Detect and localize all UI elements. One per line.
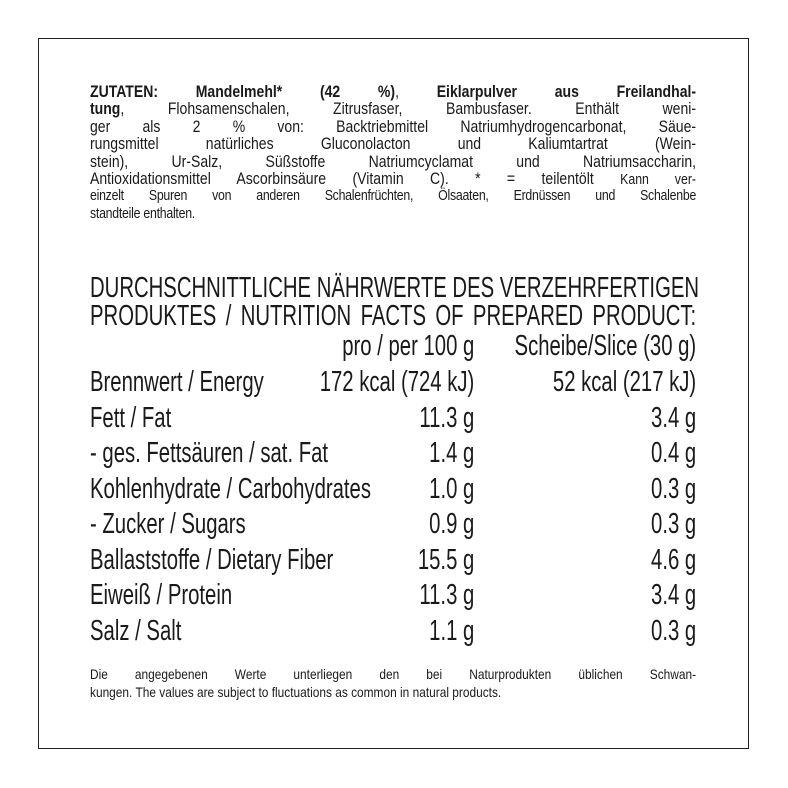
ingredients-line: ZUTATEN: Mandelmehl* (42 %), Eiklarpulve… <box>90 83 697 101</box>
ingredient-text: rungsmittel natürliches Gluconolacton un… <box>90 135 697 154</box>
ingredient-bold-text: tung <box>90 100 121 119</box>
label-border <box>38 38 749 749</box>
value-per-100g: 0.9 g <box>429 508 475 540</box>
nutrition-block: DURCHSCHNITTLICHE NÄHRWERTE DES VERZEHRF… <box>90 272 700 650</box>
value-per-100g: 11.3 g <box>419 401 475 434</box>
ingredient-text: Antioxidationsmittel Ascorbinsäure (Vita… <box>90 169 621 188</box>
nutrient-label: Ballaststoffe / Dietary Fiber <box>90 543 334 576</box>
ingredients-line: tung, Flohsamenschalen, Zitrusfaser, Bam… <box>90 101 696 118</box>
value-per-100g: 1.0 g <box>429 472 475 505</box>
table-row: Eiweiß / Protein 11.3 g 3.4 g <box>90 579 696 615</box>
ingredient-text: ger als 2 % von: Backtriebmittel Natrium… <box>90 117 697 136</box>
nutrient-label: Brennwert / Energy <box>90 366 264 398</box>
table-row: Fett / Fat 11.3 g 3.4 g <box>90 402 696 438</box>
nutrient-label: - ges. Fettsäuren / sat. Fat <box>90 437 329 469</box>
ingredients-line: rungsmittel natürliches Gluconolacton un… <box>90 135 697 154</box>
column-header-per-slice: Scheibe/Slice (30 g) <box>514 330 697 362</box>
footer-line-2: kungen. The values are subject to fluctu… <box>90 684 502 700</box>
table-row: Kohlenhydrate / Carbohydrates 1.0 g 0.3 g <box>90 473 696 509</box>
ingredients-line: standteile enthalten. <box>90 206 696 223</box>
value-per-slice: 0.3 g <box>651 472 697 505</box>
ingredient-text: , <box>395 83 437 101</box>
nutrient-label: Salz / Salt <box>90 614 182 647</box>
value-per-100g: 172 kcal (724 kJ) <box>319 366 475 398</box>
ingredients-block: ZUTATEN: Mandelmehl* (42 %), Eiklarpulve… <box>90 83 697 223</box>
value-per-100g: 1.1 g <box>429 614 475 647</box>
value-per-slice: 0.3 g <box>651 508 697 540</box>
nutrient-label: Eiweiß / Protein <box>90 579 233 611</box>
value-per-slice: 52 kcal (217 kJ) <box>552 366 697 398</box>
ingredient-bold-text: Eiklarpulver aus Freilandhal- <box>436 83 697 101</box>
nutrition-title-line-2: PRODUKTES / NUTRITION FACTS OF PREPARED … <box>90 300 697 332</box>
table-row: Salz / Salt 1.1 g 0.3 g <box>90 615 696 651</box>
footer-line-1: Die angegebenen Werte unterliegen den be… <box>90 666 697 682</box>
table-row: Brennwert / Energy 172 kcal (724 kJ) 52 kc… <box>90 366 696 402</box>
value-per-100g: 11.3 g <box>419 579 475 611</box>
nutrient-label: - Zucker / Sugars <box>90 508 246 540</box>
nutrient-label: Kohlenhydrate / Carbohydrates <box>90 472 371 505</box>
nutrition-table: Brennwert / Energy 172 kcal (724 kJ) 52 kc… <box>90 366 696 650</box>
table-row: - ges. Fettsäuren / sat. Fat 1.4 g 0.4 g <box>90 437 696 473</box>
value-per-slice: 0.4 g <box>651 437 697 469</box>
ingredients-line: einzelt Spuren von anderen Schalenfrücht… <box>90 188 696 205</box>
column-header-per-100g: pro / per 100 g <box>342 330 475 362</box>
footer-note: Die angegebenen Werte unterliegen den be… <box>90 665 696 701</box>
column-headers: pro / per 100 g Scheibe/Slice (30 g) <box>90 330 696 366</box>
value-per-100g: 15.5 g <box>417 543 475 576</box>
ingredient-text: standteile enthalten. <box>90 205 195 222</box>
ingredients-line: stein), Ur-Salz, Süßstoffe Natriumcyclam… <box>90 152 697 171</box>
ingredient-text: einzelt Spuren von anderen Schalenfrücht… <box>90 188 697 205</box>
value-per-slice: 0.3 g <box>651 614 697 647</box>
ingredient-text: Kann ver- <box>620 171 697 188</box>
ingredient-text: stein), Ur-Salz, Süßstoffe Natriumcyclam… <box>90 152 697 171</box>
ingredient-text: , Flohsamenschalen, Zitrusfaser, Bambusf… <box>120 100 697 119</box>
nutrient-label: Fett / Fat <box>90 401 172 434</box>
ingredients-line: Antioxidationsmittel Ascorbinsäure (Vita… <box>90 169 697 188</box>
table-row: - Zucker / Sugars 0.9 g 0.3 g <box>90 508 696 544</box>
table-row: Ballaststoffe / Dietary Fiber 15.5 g 4.6 g <box>90 544 696 580</box>
value-per-100g: 1.4 g <box>429 437 475 469</box>
ingredient-bold-text: ZUTATEN: Mandelmehl* (42 %) <box>90 83 396 101</box>
value-per-slice: 4.6 g <box>651 543 697 576</box>
ingredients-line: ger als 2 % von: Backtriebmittel Natrium… <box>90 117 697 136</box>
value-per-slice: 3.4 g <box>651 401 697 434</box>
nutrition-title-line-1: DURCHSCHNITTLICHE NÄHRWERTE DES VERZEHRF… <box>90 272 700 304</box>
value-per-slice: 3.4 g <box>651 579 697 611</box>
